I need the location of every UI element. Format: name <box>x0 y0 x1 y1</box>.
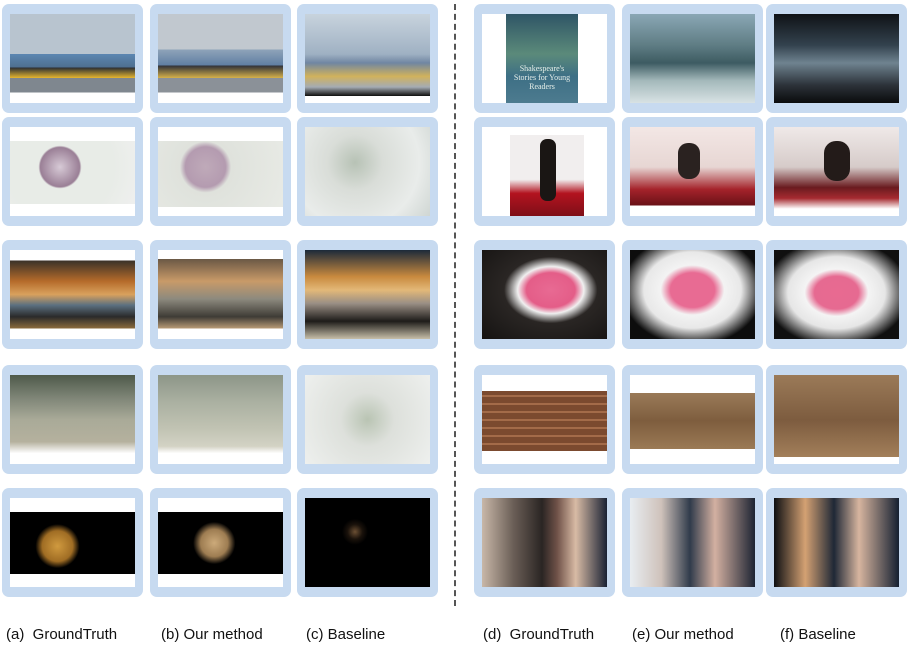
tile-c-row3-restaurant <box>297 240 438 349</box>
tile-b-row5-toy <box>150 488 291 597</box>
dashed-divider <box>454 4 456 606</box>
tile-b-row2-sphere <box>150 117 291 226</box>
tile-f-row4-brick <box>766 365 907 474</box>
tile-d-row1-book-cover: Shakespeare's Stories for Young Readers <box>474 4 615 113</box>
tile-d-row4-brick <box>474 365 615 474</box>
tile-c-row5-toy <box>297 488 438 597</box>
tile-f-row2-red-carpet <box>766 117 907 226</box>
tile-d-row3-face <box>474 240 615 349</box>
tile-a-row2-sphere <box>2 117 143 226</box>
tile-c-row1-shoes <box>297 4 438 113</box>
book-cover-title: Shakespeare's Stories for Young Readers <box>513 64 571 91</box>
tile-c-row2-sphere <box>297 117 438 226</box>
caption-e: (e) Our method <box>632 626 734 643</box>
tile-b-row1-shoes <box>150 4 291 113</box>
tile-e-row1-book-cover <box>622 4 763 113</box>
tile-e-row3-face <box>622 240 763 349</box>
tile-c-row4-street <box>297 365 438 474</box>
tile-a-row4-street <box>2 365 143 474</box>
caption-f: (f) Baseline <box>780 626 856 643</box>
tile-f-row5-two-faces <box>766 488 907 597</box>
tile-e-row5-two-faces <box>622 488 763 597</box>
tile-b-row3-restaurant <box>150 240 291 349</box>
tile-a-row1-shoes <box>2 4 143 113</box>
tile-e-row2-red-carpet <box>622 117 763 226</box>
caption-d: (d) GroundTruth <box>483 626 595 643</box>
caption-b: (b) Our method <box>161 626 263 643</box>
tile-e-row4-brick <box>622 365 763 474</box>
tile-d-row5-two-faces <box>474 488 615 597</box>
tile-f-row1-book-cover <box>766 4 907 113</box>
tile-a-row5-toy <box>2 488 143 597</box>
tile-b-row4-street <box>150 365 291 474</box>
tile-f-row3-face <box>766 240 907 349</box>
tile-a-row3-restaurant <box>2 240 143 349</box>
caption-a: (a) GroundTruth <box>6 626 118 643</box>
caption-c: (c) Baseline <box>306 626 386 643</box>
tile-d-row2-red-carpet <box>474 117 615 226</box>
